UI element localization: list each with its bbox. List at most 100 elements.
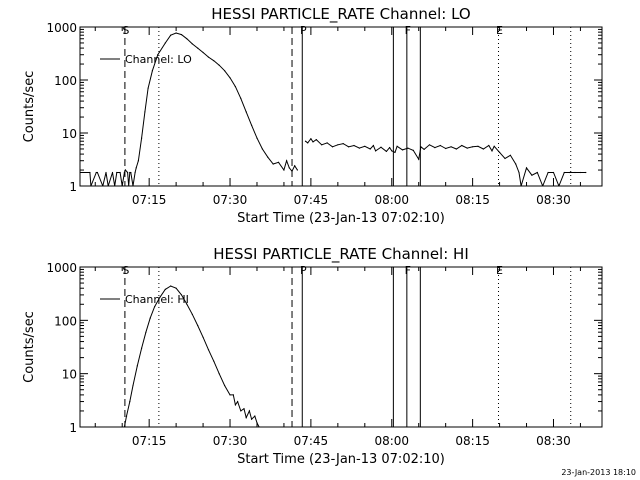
data-point (121, 185, 123, 186)
data-point (147, 87, 149, 89)
data-point (144, 111, 146, 113)
event-marker-label: F (405, 24, 411, 37)
data-point (488, 144, 490, 147)
series-line (80, 32, 298, 186)
data-point (321, 144, 323, 146)
y-tick-label: 1 (69, 421, 77, 435)
data-point (428, 144, 431, 146)
x-tick-label: 08:00 (374, 434, 409, 448)
data-point (89, 171, 91, 174)
data-point (296, 169, 298, 171)
data-point (111, 171, 114, 174)
data-point (499, 151, 501, 153)
data-point (191, 313, 193, 315)
data-point (466, 147, 468, 149)
data-point (170, 34, 172, 36)
data-point (213, 360, 215, 362)
data-point (412, 149, 414, 151)
data-point (186, 303, 188, 305)
data-point (348, 146, 350, 148)
data-point (191, 43, 193, 45)
x-axis-label: Start Time (23-Jan-13 07:02:10) (237, 211, 445, 226)
x-tick-label: 07:45 (294, 193, 329, 207)
data-point (310, 138, 312, 140)
data-point (364, 145, 366, 147)
data-point (258, 426, 260, 427)
data-point (394, 151, 396, 153)
legend-label: Channel: LO (125, 53, 192, 66)
data-point (389, 147, 391, 149)
data-point (423, 148, 425, 150)
data-point (207, 349, 210, 351)
data-point (391, 150, 393, 152)
data-point (116, 171, 118, 174)
data-point (261, 148, 263, 150)
event-marker-label: E (496, 264, 503, 277)
data-point (531, 174, 533, 176)
data-point (272, 163, 274, 165)
data-point (493, 145, 495, 147)
data-point (232, 394, 234, 396)
event-marker-label: P (300, 264, 307, 277)
data-point (124, 169, 126, 171)
data-point (141, 137, 143, 139)
data-point (277, 161, 280, 163)
data-point (331, 146, 334, 148)
data-point (558, 185, 560, 186)
data-point (396, 145, 398, 147)
data-point (472, 146, 474, 148)
data-point (294, 165, 296, 167)
x-tick-label: 07:45 (294, 434, 329, 448)
x-tick-label: 08:00 (374, 193, 409, 207)
data-point (585, 171, 587, 174)
data-point (291, 170, 293, 172)
data-point (420, 146, 422, 148)
y-tick-label: 1000 (46, 21, 77, 35)
data-point (159, 296, 161, 298)
timestamp-stamp: 23-Jan-2013 18:10 (561, 468, 636, 477)
data-point (218, 64, 220, 66)
x-tick-label: 07:30 (213, 434, 248, 448)
x-tick-label: 08:30 (536, 434, 571, 448)
data-point (372, 144, 374, 147)
data-point (127, 171, 129, 174)
data-point (477, 145, 479, 147)
data-point (132, 185, 134, 186)
data-point (307, 142, 309, 144)
data-point (256, 137, 258, 139)
x-tick-label: 08:15 (455, 193, 490, 207)
data-point (237, 401, 239, 403)
data-point (515, 163, 517, 165)
data-point (107, 185, 109, 186)
x-tick-label: 07:15 (132, 193, 167, 207)
data-point (224, 70, 226, 72)
event-marker-label: S (122, 264, 129, 277)
data-point (245, 111, 247, 113)
data-point (129, 401, 131, 403)
data-point (520, 185, 522, 186)
data-point (450, 146, 452, 148)
data-point (401, 149, 404, 151)
data-point (202, 51, 204, 54)
data-point (240, 410, 242, 412)
data-point (96, 171, 98, 174)
data-point (141, 347, 143, 349)
data-point (358, 147, 360, 149)
data-point (175, 287, 177, 289)
data-point (119, 171, 121, 174)
data-point (256, 422, 258, 424)
data-point (254, 415, 256, 417)
data-point (197, 47, 199, 49)
data-point (136, 365, 138, 367)
data-point (563, 171, 565, 174)
data-point (434, 147, 436, 149)
data-point (234, 86, 236, 88)
data-point (569, 171, 571, 174)
data-point (137, 160, 139, 162)
data-point (134, 171, 136, 174)
series-line (123, 285, 260, 427)
data-point (574, 171, 576, 174)
data-point (123, 426, 125, 427)
data-point (312, 141, 314, 143)
